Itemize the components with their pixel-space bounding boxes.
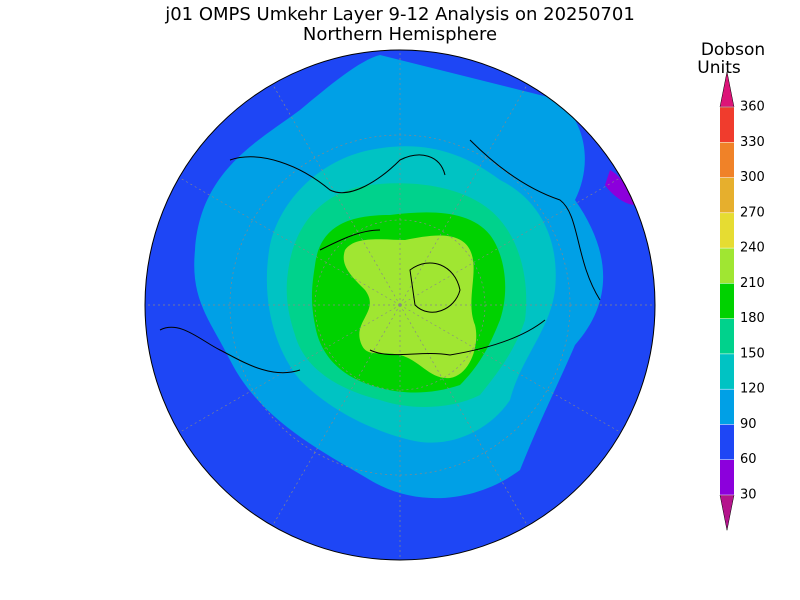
meridian	[174, 304, 401, 436]
polar-map	[145, 50, 655, 560]
colorbar-bin	[720, 283, 734, 319]
meridian	[399, 79, 531, 306]
parallel	[229, 134, 571, 476]
colorbar-bin	[720, 424, 734, 460]
colorbar-tick-label: 150	[740, 346, 765, 361]
colorbar-bin	[720, 389, 734, 425]
field-30-60	[605, 170, 635, 205]
colorbar-tick-label: 330	[740, 135, 765, 150]
title: j01 OMPS Umkehr Layer 9-12 Analysis on 2…	[164, 4, 635, 25]
colorbar: 30 60 90 120 150 180 210 240 270 300 330 360	[719, 71, 765, 531]
colorbar-bin	[720, 177, 734, 213]
colorbar-tick-label: 120	[740, 382, 765, 397]
meridian	[399, 304, 626, 436]
colorbar-label: Units	[697, 58, 741, 78]
colorbar-bin	[720, 353, 734, 390]
coastline	[159, 139, 601, 374]
meridian	[269, 304, 401, 531]
colorbar-bin	[720, 142, 734, 178]
colorbar-bin	[720, 107, 734, 143]
parallel	[314, 219, 486, 391]
colorbar-tick-label: 180	[740, 311, 765, 326]
colorbar-tick-label: 30	[740, 488, 757, 503]
meridian	[399, 174, 626, 306]
colorbar-tick-label: 300	[740, 170, 765, 185]
colorbar-tick-label: 360	[740, 100, 765, 115]
colorbar-tick-label: 240	[740, 241, 765, 256]
colorbar-bin	[720, 459, 734, 495]
colorbar-tick-label: 90	[740, 417, 757, 432]
colorbar-bin	[720, 212, 734, 249]
field-210-240	[343, 235, 477, 379]
colorbar-bin	[720, 318, 734, 354]
meridian	[399, 304, 531, 531]
map-border	[144, 49, 656, 561]
colorbar-tick-label: 60	[740, 452, 757, 467]
meridian	[174, 174, 401, 306]
colorbar-tick-label: 270	[740, 205, 765, 220]
colorbar-tick-label: 210	[740, 276, 765, 291]
colorbar-label: Dobson	[701, 40, 765, 60]
colorbar-bin	[720, 248, 734, 284]
colorbar-under	[719, 494, 735, 531]
subtitle: Northern Hemisphere	[303, 24, 497, 45]
meridian	[269, 79, 401, 306]
